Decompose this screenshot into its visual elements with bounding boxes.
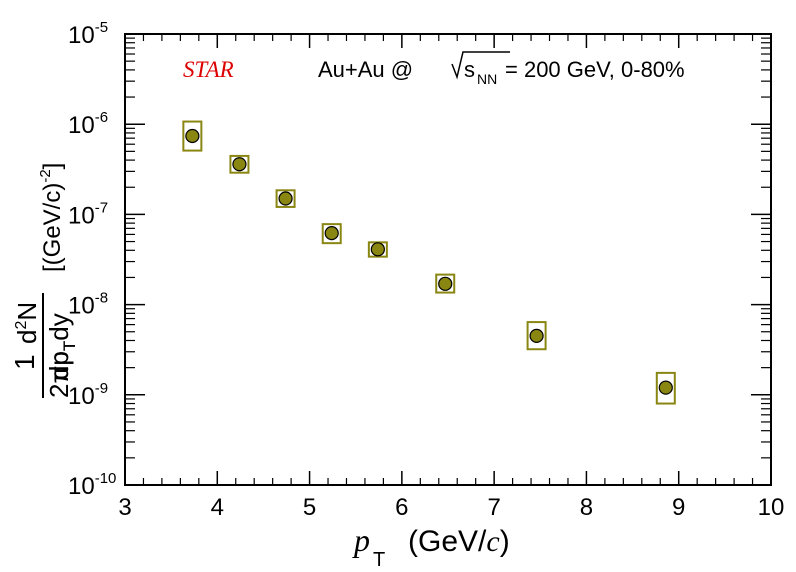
svg-text:d2N: d2N: [12, 302, 42, 344]
y-title-unit-pre: [(GeV/c): [39, 183, 66, 272]
svg-text:s: s: [464, 57, 475, 82]
system-label-suffix: = 200 GeV, 0-80%: [505, 57, 685, 82]
x-axis-title-sub: T: [373, 549, 385, 571]
x-tick-label: 10: [758, 494, 785, 521]
y-title-unit-post: ]: [39, 163, 66, 170]
x-tick-label: 5: [303, 494, 316, 521]
y-tick-label: 10-9: [68, 380, 108, 410]
syst-box: [655, 371, 676, 405]
y-title-unit-sup: -2: [37, 169, 54, 182]
data-point: [529, 328, 544, 343]
plot-frame: [124, 33, 772, 486]
sqrt-s-var: s: [464, 57, 475, 82]
y-axis-title: 1 2πpT d2N dpTdy [(GeV/c)-2]: [9, 163, 79, 398]
x-axis-unit-pre: (GeV/: [408, 525, 487, 558]
data-point: [324, 226, 339, 241]
syst-box: [182, 120, 203, 152]
svg-text:2πpT: 2πpT: [44, 341, 79, 398]
y-axis-ticks: 10-10 10-9 10-8 10-7 10-6 10-5: [68, 19, 771, 500]
x-tick-label: 7: [487, 494, 500, 521]
x-axis-ticks: 3 4 5 6 7 8 9 10: [118, 34, 784, 521]
data-point: [185, 128, 200, 144]
data-point: [658, 380, 673, 395]
y-title-deriv-num-pre: d: [12, 330, 42, 344]
y-title-deriv-den-a: dp: [44, 351, 74, 380]
x-axis-title-var: p: [352, 522, 370, 558]
syst-box: [435, 273, 456, 294]
y-title-frac-den: 2πp: [44, 351, 74, 398]
x-tick-label: 6: [395, 494, 408, 521]
data-points: [185, 128, 673, 395]
x-tick-label: 3: [118, 494, 131, 521]
x-tick-label: 8: [580, 494, 593, 521]
experiment-label: STAR: [183, 57, 234, 82]
y-tick-label: 10-6: [68, 109, 108, 139]
y-tick-label: 10-8: [68, 290, 108, 320]
data-point: [370, 242, 385, 257]
y-tick-label: 10-7: [68, 199, 108, 229]
y-title-deriv-num-sup: 2: [13, 321, 30, 330]
collision-system-label: Au+Au @ s NN = 200 GeV, 0-80%: [318, 51, 685, 87]
systematic-error-boxes: [182, 120, 676, 405]
y-tick-label: 10-5: [68, 19, 108, 49]
y-title-frac-den-sub: T: [60, 341, 79, 351]
y-title-frac-num: 1: [9, 354, 40, 370]
y-tick-label: 10-10: [68, 470, 116, 500]
y-title-deriv-num-post: N: [12, 302, 42, 321]
svg-text:(GeV/c): (GeV/c): [408, 525, 510, 558]
x-axis-unit-var: c: [486, 525, 499, 558]
x-tick-label: 9: [672, 494, 685, 521]
sqrt-sign: [451, 51, 510, 80]
data-point: [438, 276, 453, 291]
sqrt-s-subscript: NN: [477, 71, 497, 87]
data-point: [232, 157, 247, 172]
syst-box: [229, 154, 250, 174]
syst-box: [321, 223, 342, 245]
syst-box: [275, 189, 296, 208]
x-axis-title: p T (GeV/c): [352, 522, 510, 571]
data-point: [278, 191, 293, 206]
system-label-prefix: Au+Au @: [318, 57, 413, 82]
svg-text:dpTdy: dpTdy: [44, 313, 79, 380]
syst-box: [526, 321, 547, 351]
svg-text:Au+Au @: Au+Au @: [318, 57, 413, 82]
x-axis-unit-post: ): [500, 525, 510, 558]
y-title-deriv-den-sub: T: [60, 341, 79, 351]
y-title-deriv-den-b: dy: [44, 313, 74, 340]
x-tick-label: 4: [211, 494, 224, 521]
svg-text:[(GeV/c)-2]: [(GeV/c)-2]: [37, 163, 66, 272]
